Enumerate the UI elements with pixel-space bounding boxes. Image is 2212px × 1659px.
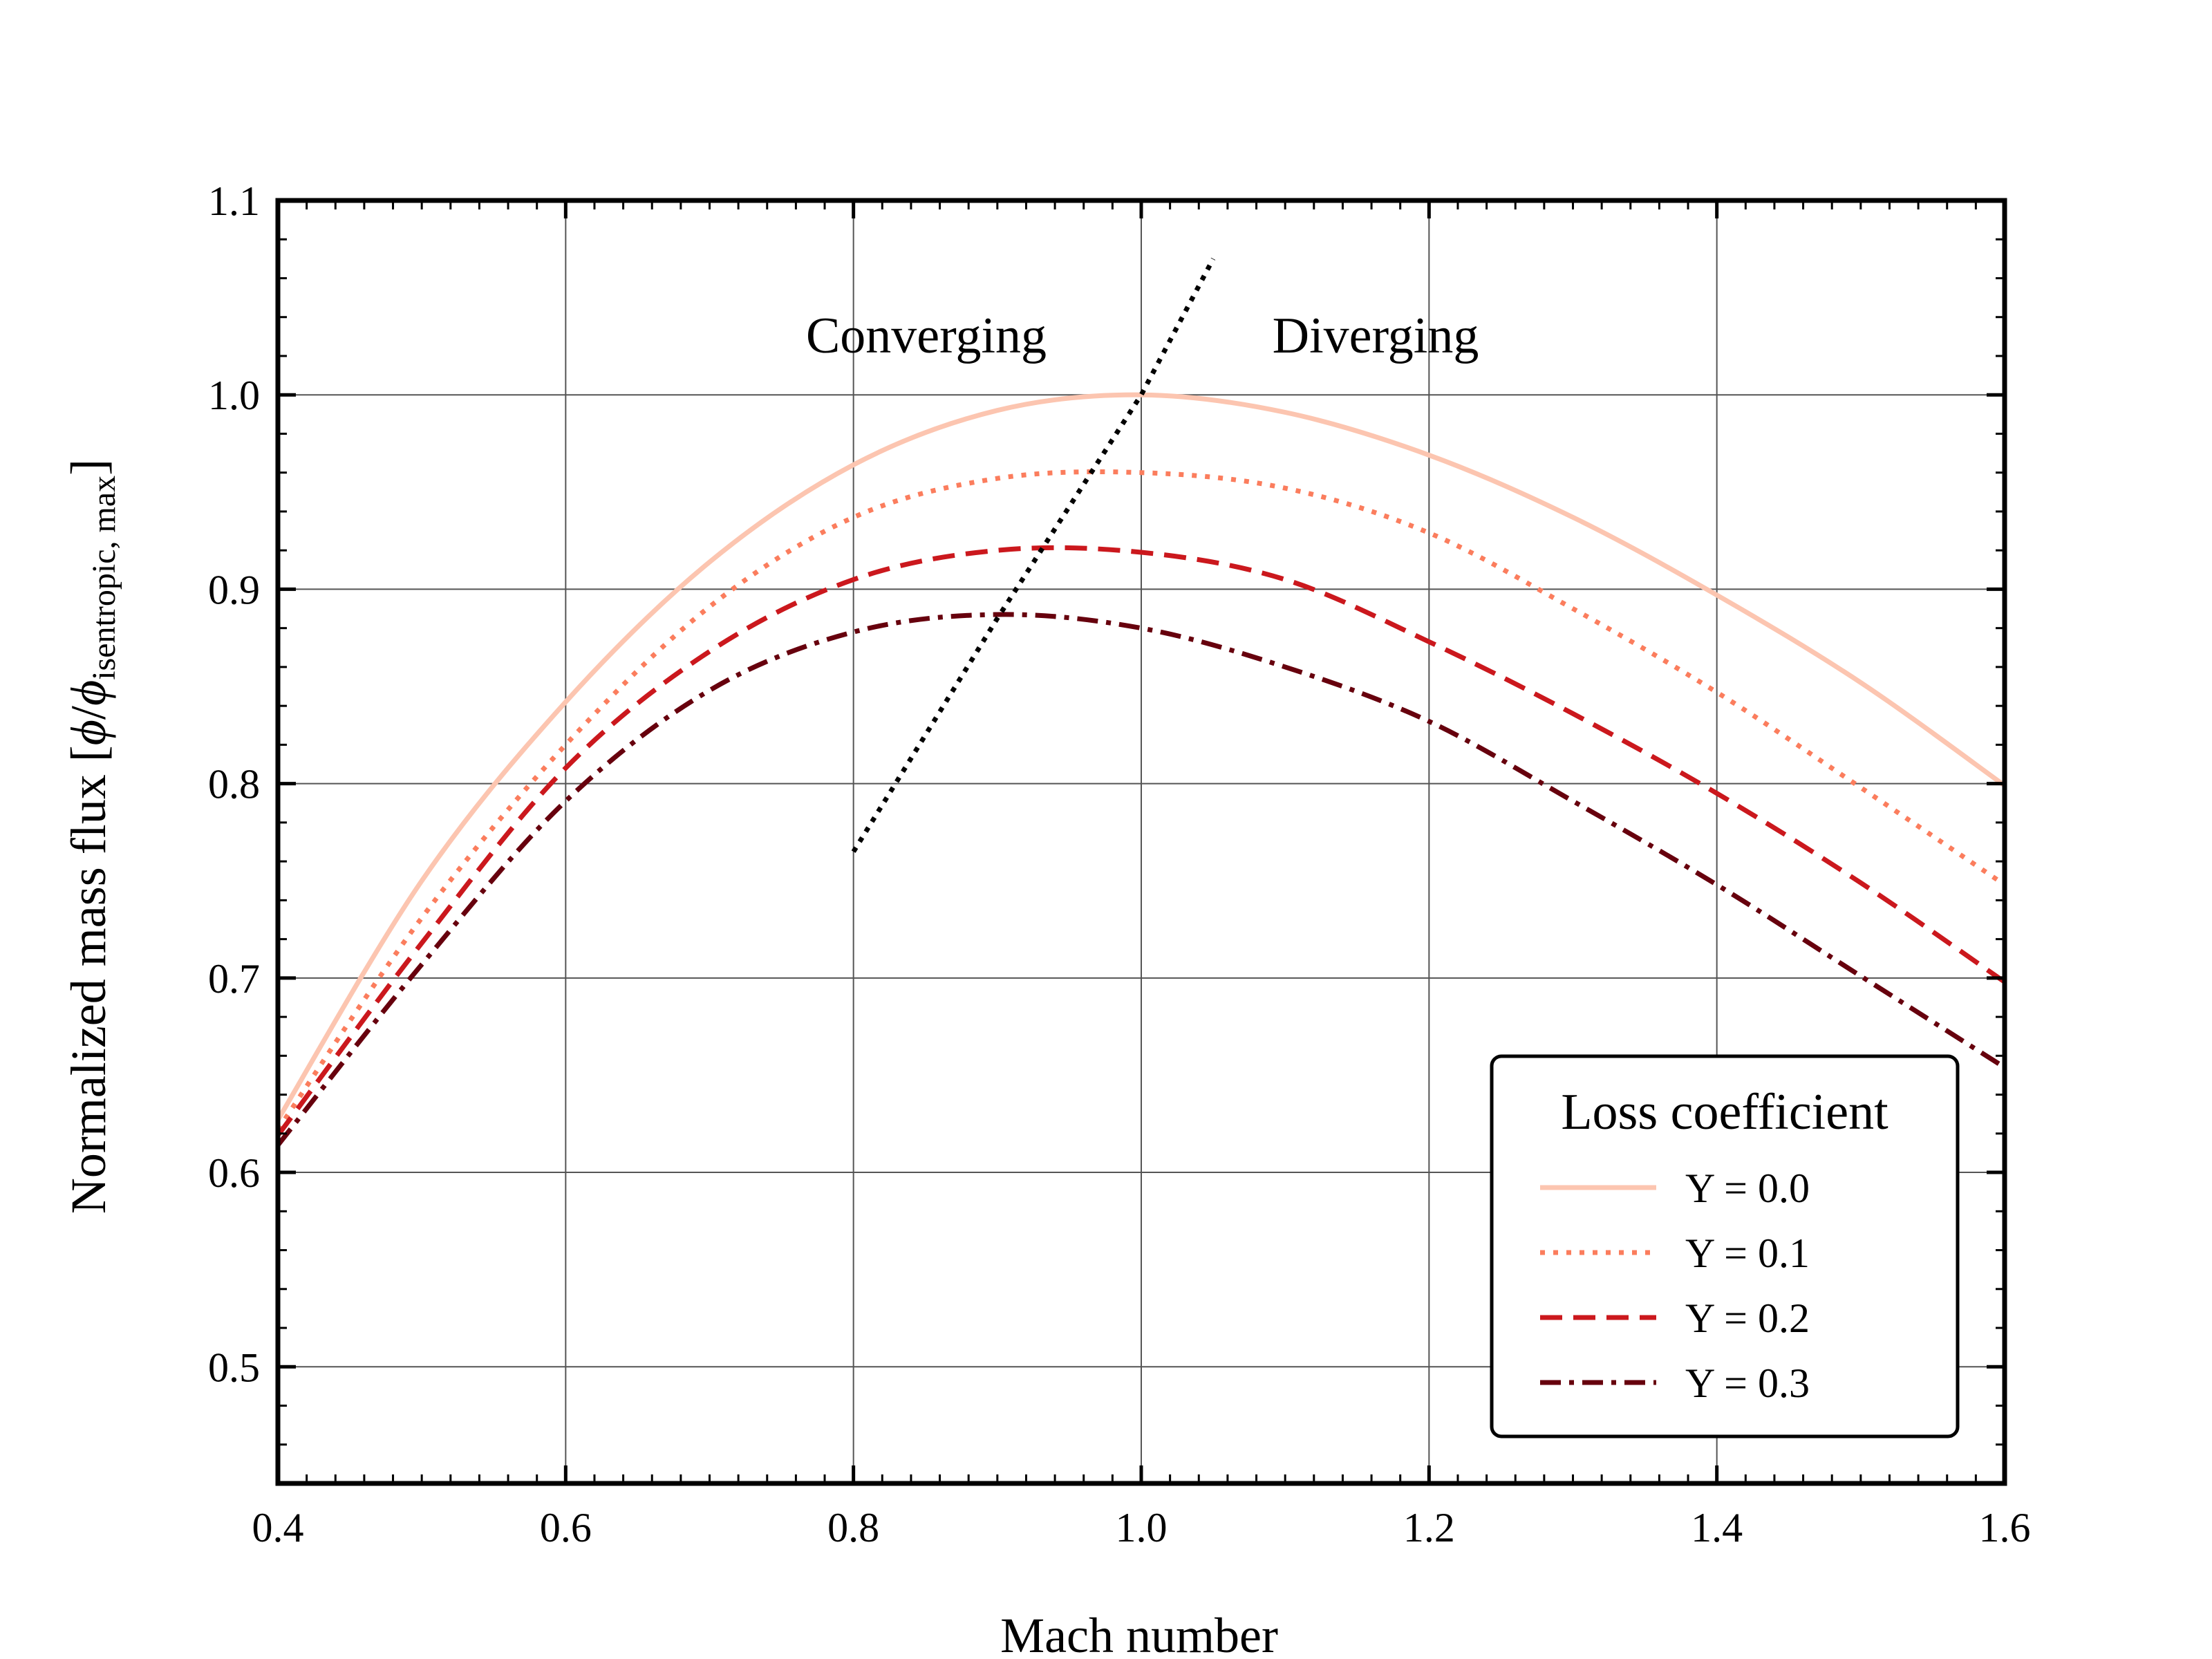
y-axis-title-close: ] — [61, 459, 116, 476]
x-tick-label: 1.0 — [1116, 1505, 1168, 1550]
series-line-y0 — [276, 392, 2007, 1121]
x-tick-label: 0.6 — [540, 1505, 592, 1550]
converging-annotation: Converging — [806, 308, 1047, 364]
series-line-y1 — [276, 469, 2006, 1132]
legend-box — [1490, 1054, 1960, 1438]
legend-label-y0: Y = 0.0 — [1685, 1165, 1810, 1211]
y-tick-label: 0.9 — [208, 567, 260, 612]
x-tick-label: 0.4 — [252, 1505, 304, 1550]
y-tick-label: 1.1 — [208, 178, 260, 224]
x-tick-label: 1.2 — [1403, 1505, 1455, 1550]
series-line-y2 — [276, 545, 2006, 1137]
y-tick-label: 0.8 — [208, 762, 260, 807]
y-axis-title-subscript: isentropic, max — [86, 476, 122, 680]
x-tick-label: 1.4 — [1691, 1505, 1743, 1550]
series-line-y3 — [276, 612, 2006, 1147]
x-axis-title: Mach number — [1000, 1608, 1278, 1659]
y-axis-title-sep: / — [61, 706, 116, 720]
diverging-annotation: Diverging — [1273, 308, 1479, 364]
legend-label-y2: Y = 0.2 — [1685, 1295, 1810, 1341]
y-axis-title-main: Normalized mass flux [ — [61, 745, 116, 1214]
y-axis-title-phi2: ϕ — [61, 680, 116, 706]
legend-entries: Y = 0.0 Y = 0.1 Y = 0.2 Y = 0.3 — [1540, 1165, 1810, 1406]
y-tick-label: 0.6 — [208, 1150, 260, 1196]
axis-ticks — [276, 198, 2007, 1485]
legend: Loss coefficient Y = 0.0Y = 0.1Y = 0.2Y … — [1490, 1054, 1960, 1438]
y-tick-label: 0.5 — [208, 1344, 260, 1390]
y-tick-label: 0.7 — [208, 956, 260, 1002]
y-axis-title-phi: ϕ — [61, 720, 116, 745]
series-lines — [276, 392, 2007, 1147]
x-tick-label: 0.8 — [827, 1505, 879, 1550]
legend-label-y1: Y = 0.1 — [1685, 1230, 1810, 1276]
y-axis-title: Normalized mass flux [ϕ/ϕisentropic, max… — [61, 459, 122, 1214]
legend-label-y3: Y = 0.3 — [1685, 1360, 1810, 1406]
legend-title: Loss coefficient — [1561, 1084, 1888, 1141]
x-tick-label: 1.6 — [1979, 1505, 2031, 1550]
tick-labels: 0.4 0.6 0.8 1.0 1.2 1.4 1.6 0.5 0.6 0.7 0.8 0.9 1.0 1… — [208, 178, 2031, 1550]
y-tick-label: 1.0 — [208, 373, 260, 418]
